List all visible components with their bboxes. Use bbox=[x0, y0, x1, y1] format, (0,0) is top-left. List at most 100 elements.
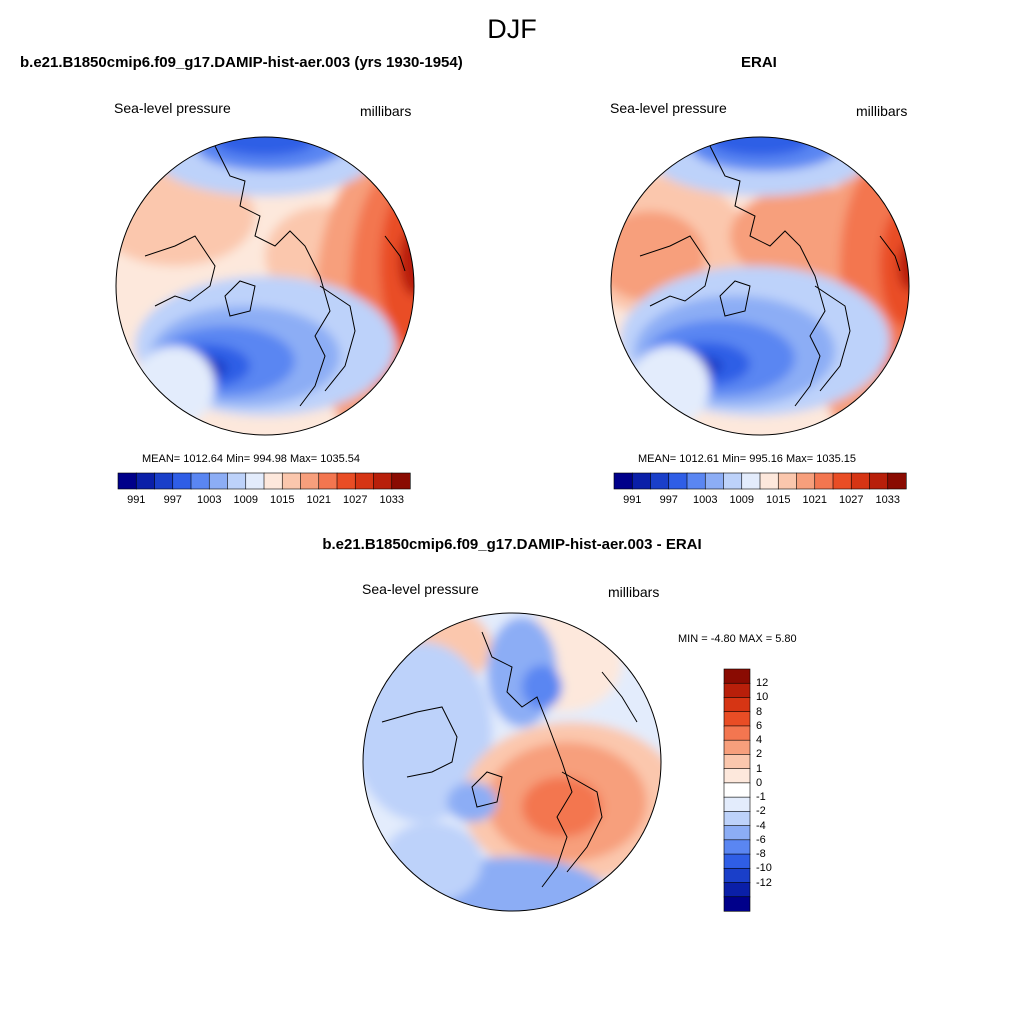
panel3-units-label: millibars bbox=[608, 584, 660, 600]
panel2-variable-label: Sea-level pressure bbox=[610, 100, 727, 116]
colorbar-tick-label: 8 bbox=[756, 705, 763, 718]
colorbar-swatch bbox=[154, 472, 174, 490]
colorbar-tick-label: -12 bbox=[756, 876, 772, 889]
colorbar-swatch bbox=[723, 739, 751, 756]
colorbar-tick-label: 4 bbox=[756, 734, 763, 747]
colorbar-tick-label: -4 bbox=[756, 819, 766, 832]
panel1-colorbar-ticks: 991 997 1003 1009 1015 1021 1027 1033 bbox=[118, 494, 410, 508]
colorbar-swatch bbox=[723, 711, 751, 727]
panel3-stats: MIN = -4.80 MAX = 5.80 bbox=[678, 633, 797, 645]
colorbar-tick-label: 997 bbox=[163, 494, 182, 506]
colorbar-swatch bbox=[668, 472, 688, 490]
colorbar-swatch bbox=[814, 472, 834, 490]
panel2-colorbar bbox=[613, 472, 907, 490]
colorbar-tick-label: 1015 bbox=[766, 494, 791, 506]
colorbar-swatch bbox=[777, 472, 798, 490]
colorbar-swatch bbox=[208, 472, 229, 490]
colorbar-swatch bbox=[650, 472, 670, 490]
panel1-variable-label: Sea-level pressure bbox=[114, 100, 231, 116]
colorbar-swatch bbox=[263, 472, 283, 490]
colorbar-tick-label: 997 bbox=[659, 494, 678, 506]
colorbar-tick-label: -10 bbox=[756, 862, 772, 875]
colorbar-tick-label: 1021 bbox=[306, 494, 331, 506]
colorbar-tick-label: 991 bbox=[623, 494, 642, 506]
colorbar-swatch bbox=[723, 782, 751, 798]
colorbar-tick-label: -1 bbox=[756, 791, 766, 804]
colorbar-swatch bbox=[832, 472, 852, 490]
colorbar-swatch bbox=[887, 472, 907, 490]
colorbar-swatch bbox=[723, 668, 751, 684]
colorbar-swatch bbox=[741, 472, 761, 490]
colorbar-tick-label: 2 bbox=[756, 748, 763, 761]
colorbar-tick-label: 1009 bbox=[233, 494, 258, 506]
colorbar-tick-label: -8 bbox=[756, 848, 766, 861]
panel3-variable-label: Sea-level pressure bbox=[362, 581, 479, 597]
colorbar-swatch bbox=[281, 472, 302, 490]
colorbar-swatch bbox=[869, 472, 889, 490]
colorbar-tick-label: -2 bbox=[756, 805, 766, 818]
colorbar-swatch bbox=[723, 896, 751, 912]
panel2-units-label: millibars bbox=[856, 103, 908, 119]
colorbar-tick-label: 991 bbox=[127, 494, 146, 506]
colorbar-swatch bbox=[723, 853, 751, 869]
page-title: DJF bbox=[487, 14, 537, 44]
colorbar-swatch bbox=[723, 754, 751, 770]
colorbar-swatch bbox=[723, 768, 751, 784]
colorbar-tick-label: 1009 bbox=[729, 494, 754, 506]
panel3-colorbar-ticks: 12 10 8 6 4 2 1 0 -1 -2 -4 -6 -8 -10 -12 bbox=[756, 669, 796, 911]
colorbar-swatch bbox=[723, 825, 751, 841]
colorbar-swatch bbox=[704, 472, 725, 490]
colorbar-swatch bbox=[135, 472, 156, 490]
colorbar-tick-label: 12 bbox=[756, 677, 769, 690]
colorbar-tick-label: -6 bbox=[756, 833, 766, 846]
colorbar-swatch bbox=[796, 472, 816, 490]
colorbar-swatch bbox=[850, 472, 871, 490]
colorbar-swatch bbox=[723, 725, 751, 741]
panel1-units-label: millibars bbox=[360, 103, 412, 119]
colorbar-swatch bbox=[245, 472, 265, 490]
colorbar-tick-label: 1 bbox=[756, 762, 763, 775]
colorbar-tick-label: 1033 bbox=[379, 494, 404, 506]
panel1-colorbar bbox=[117, 472, 411, 490]
colorbar-swatch bbox=[723, 472, 743, 490]
colorbar-tick-label: 1033 bbox=[875, 494, 900, 506]
colorbar-swatch bbox=[336, 472, 356, 490]
panel1-stats: MEAN= 1012.64 Min= 994.98 Max= 1035.54 bbox=[142, 453, 361, 465]
colorbar-swatch bbox=[318, 472, 338, 490]
panel2-colorbar-ticks: 991 997 1003 1009 1015 1021 1027 1033 bbox=[614, 494, 906, 508]
panel2-stats: MEAN= 1012.61 Min= 995.16 Max= 1035.15 bbox=[638, 453, 857, 465]
colorbar-swatch bbox=[354, 472, 375, 490]
panel3-title: b.e21.B1850cmip6.f09_g17.DAMIP-hist-aer.… bbox=[322, 536, 702, 553]
colorbar-swatch bbox=[117, 472, 137, 490]
colorbar-swatch bbox=[723, 839, 751, 855]
colorbar-tick-label: 1015 bbox=[270, 494, 295, 506]
colorbar-swatch bbox=[631, 472, 652, 490]
colorbar-swatch bbox=[723, 867, 751, 884]
colorbar-swatch bbox=[723, 882, 751, 898]
colorbar-tick-label: 6 bbox=[756, 719, 763, 732]
colorbar-swatch bbox=[686, 472, 706, 490]
panel3-colorbar bbox=[723, 668, 751, 912]
colorbar-swatch bbox=[723, 796, 751, 812]
panel2-polar-map bbox=[610, 136, 910, 436]
colorbar-tick-label: 1027 bbox=[343, 494, 368, 506]
colorbar-swatch bbox=[391, 472, 411, 490]
colorbar-swatch bbox=[723, 682, 751, 699]
colorbar-swatch bbox=[190, 472, 210, 490]
panel1-polar-map bbox=[115, 136, 415, 436]
colorbar-swatch bbox=[613, 472, 633, 490]
colorbar-tick-label: 10 bbox=[756, 691, 769, 704]
colorbar-swatch bbox=[373, 472, 393, 490]
colorbar-tick-label: 1003 bbox=[197, 494, 222, 506]
colorbar-tick-label: 1003 bbox=[693, 494, 718, 506]
panel1-title: b.e21.B1850cmip6.f09_g17.DAMIP-hist-aer.… bbox=[20, 54, 463, 71]
colorbar-swatch bbox=[300, 472, 320, 490]
colorbar-tick-label: 1027 bbox=[839, 494, 864, 506]
colorbar-swatch bbox=[723, 697, 751, 713]
colorbar-swatch bbox=[759, 472, 779, 490]
colorbar-swatch bbox=[172, 472, 192, 490]
colorbar-swatch bbox=[723, 811, 751, 827]
panel3-polar-map bbox=[362, 612, 662, 912]
colorbar-tick-label: 0 bbox=[756, 776, 763, 789]
colorbar-swatch bbox=[227, 472, 247, 490]
